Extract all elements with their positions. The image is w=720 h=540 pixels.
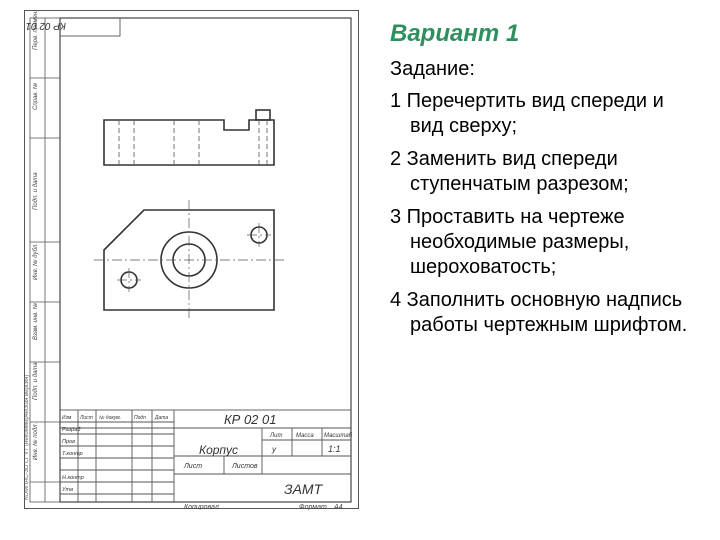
tb-lists: Листов: [231, 463, 258, 470]
top-code: КР 02 01: [26, 20, 66, 31]
sidebox-4: Взам. инв. №: [32, 302, 39, 340]
tb-org: ЗАМТ: [284, 481, 324, 497]
drawing-svg: Перв. примен. Справ. № Подп. и дата Инв.…: [24, 10, 359, 510]
sidebox-5: Подп. и дата: [33, 362, 39, 400]
sidebox-1: Справ. №: [32, 82, 39, 110]
sidebox-2: Подп. и дата: [33, 172, 39, 210]
sidebox-6: Инв. № подл.: [32, 423, 39, 460]
drawing-sheet: Перв. примен. Справ. № Подп. и дата Инв.…: [0, 0, 360, 540]
tb-list: Лист: [183, 463, 202, 470]
sidebox-3: Инв. № дубл.: [32, 243, 39, 280]
task-heading: Задание:: [390, 58, 700, 81]
tb-mass: Масса: [296, 433, 314, 439]
tb-scale-v: 1:1: [328, 444, 341, 454]
page: Перв. примен. Справ. № Подп. и дата Инв.…: [0, 0, 720, 540]
tbh-1: Лист: [79, 415, 93, 421]
tbh-2: № докум.: [99, 415, 121, 421]
task-item-3: 3 Проставить на чертеже необходимые разм…: [390, 205, 700, 280]
task-item-1: 1 Перечертить вид спереди и вид сверху;: [390, 89, 700, 139]
tbr-5: Утв: [61, 487, 73, 493]
task-item-4: 4 Заполнить основную надпись работы черт…: [390, 288, 700, 338]
tbr-1: Пров: [62, 439, 75, 445]
copy-label: Копировал: [184, 504, 219, 510]
tb-partname: Корпус: [199, 443, 238, 457]
tb-scale: Масштаб: [324, 433, 353, 439]
tbh-3: Подп: [134, 415, 146, 421]
task-item-2: 2 Заменить вид спереди ступенчатым разре…: [390, 147, 700, 197]
variant-title: Вариант 1: [390, 20, 700, 48]
tb-lit: Лит: [269, 433, 282, 439]
tb-code: КР 02 01: [224, 412, 276, 427]
tbr-4: Н.контр: [62, 475, 84, 481]
format-value: А4: [333, 504, 343, 510]
tbr-0: Разраб: [62, 427, 81, 433]
tbr-2: Т.контр: [62, 451, 83, 457]
task-text-panel: Вариант 1 Задание: 1 Перечертить вид спе…: [360, 0, 720, 540]
tbh-0: Изм: [62, 415, 72, 421]
tbh-4: Дата: [154, 415, 168, 421]
format-label: Формат: [299, 504, 327, 510]
software-label: КОМПАС-3D LT V7 (некоммерческая версия): [24, 375, 30, 500]
